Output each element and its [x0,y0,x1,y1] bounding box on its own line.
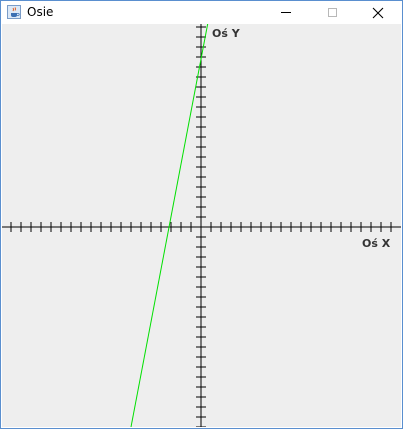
axes-plot [0,16,401,428]
maximize-icon [327,8,337,17]
title-bar[interactable]: Osie [1,1,402,24]
series-line [130,16,210,428]
close-icon [372,7,384,18]
window-title: Osie [27,5,54,19]
axes-group [2,24,401,427]
close-button[interactable] [355,1,401,24]
minimize-button[interactable] [263,1,309,24]
java-cup-icon [7,5,21,19]
series-group [130,16,210,428]
minimize-icon [281,12,291,13]
x-axis-label: Oś X [362,237,391,250]
y-axis-label: Oś Y [212,27,240,40]
plot-canvas: Oś Y Oś X [0,16,401,428]
maximize-button[interactable] [309,1,355,24]
